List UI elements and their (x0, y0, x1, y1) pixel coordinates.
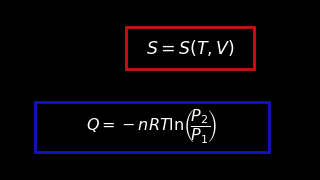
Text: $S=S(T,V)$: $S=S(T,V)$ (146, 38, 235, 58)
Bar (126, 27, 254, 69)
Text: $Q=-nRT\ln\!\left(\!\dfrac{P_2}{P_1}\!\right)$: $Q=-nRT\ln\!\left(\!\dfrac{P_2}{P_1}\!\r… (86, 108, 218, 146)
Bar (35, 102, 269, 152)
